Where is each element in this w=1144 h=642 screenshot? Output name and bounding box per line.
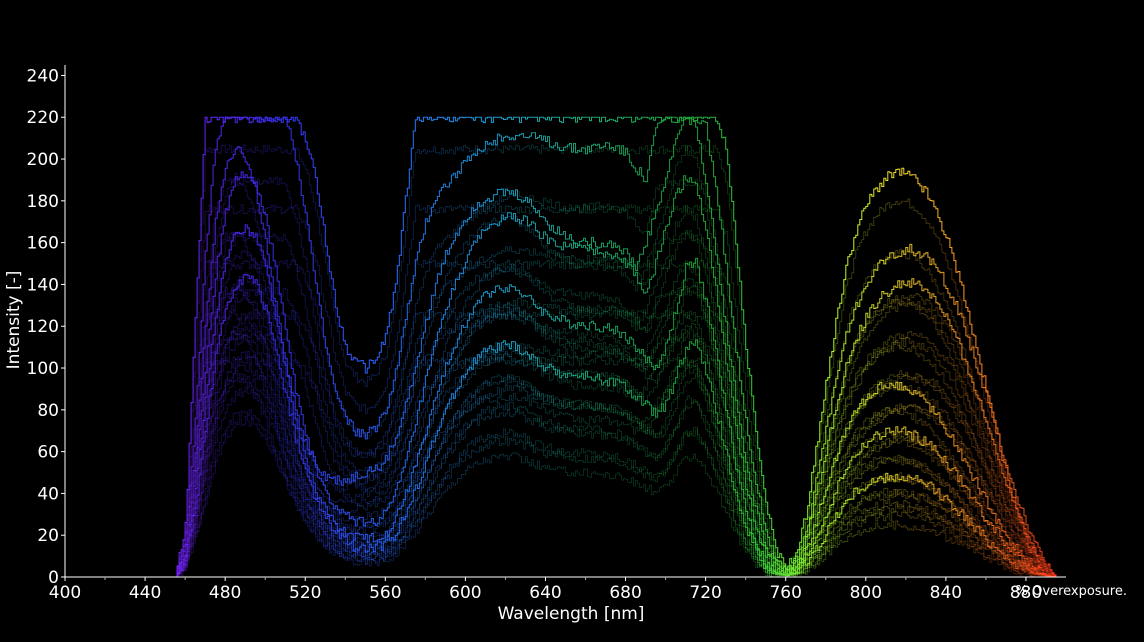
y-tick-label: 220 [27,108,59,128]
spectrum-echo-trace [175,228,1066,578]
y-tick-label: 100 [27,359,59,379]
spectrum-echo-trace [175,355,1066,578]
spectrum-trace-1 [175,116,1066,578]
x-tick-label: 840 [930,583,962,603]
x-tick-label: 400 [49,583,81,603]
spectrum-echo-trace [175,146,1066,578]
x-tick-label: 640 [529,583,561,603]
spectrum-echo-trace [175,176,1066,578]
y-tick-label: 20 [37,526,59,546]
spectrum-echo-trace [175,231,1066,578]
spectrum-trace-3 [175,117,1066,578]
x-tick-label: 560 [369,583,401,603]
y-tick-label: 180 [27,192,59,212]
y-tick-label: 0 [48,568,59,588]
x-tick-label: 760 [769,583,801,603]
spectrum-echo-trace [175,409,1066,578]
x-tick-label: 800 [850,583,882,603]
axes [64,65,1066,578]
spectrum-echo-trace [175,333,1066,578]
y-tick-label: 80 [37,401,59,421]
spectrum-echo-trace [175,296,1066,578]
spectrum-echo-trace [175,204,1066,578]
x-tick-label: 440 [129,583,161,603]
x-tick-label: 480 [209,583,241,603]
y-tick-label: 160 [27,234,59,254]
x-tick-label: 680 [609,583,641,603]
x-tick-label: 720 [689,583,721,603]
y-tick-label: 140 [27,275,59,295]
spectrum-trace-5 [175,224,1066,578]
spectrum-echo-trace [175,387,1066,578]
spectrum-trace-4 [175,171,1066,578]
y-tick-label: 200 [27,150,59,170]
ticks: 400 440 480 520 560 600 640 680 720 760 800 840 880 0… [27,66,1043,603]
y-axis-title: Intensity [-] [4,271,24,370]
spectrum-trace-2 [175,116,1066,578]
spectrum-echo-trace [175,314,1066,578]
series-layer [175,116,1066,578]
spectrum-echo-trace [175,415,1066,578]
spectrum-echo-trace [175,205,1066,578]
y-tick-label: 40 [37,484,59,504]
x-tick-label: 880 [1010,583,1042,603]
spectrum-echo-trace [175,310,1066,578]
y-tick-label: 60 [37,443,59,463]
x-axis-title: Wavelength [nm] [498,604,645,624]
spectrum-echo-trace [175,287,1066,578]
overexposure-note: % Overexposure. [1016,584,1127,599]
x-tick-label: 520 [289,583,321,603]
y-tick-label: 240 [27,66,59,86]
x-tick-label: 600 [449,583,481,603]
spectrum-echo-trace [175,260,1066,578]
spectrum-trace-6 [175,274,1066,578]
y-tick-label: 120 [27,317,59,337]
spectrum-echo-trace [175,333,1066,578]
spectrum-echo-trace [175,351,1066,578]
spectrum-echo-trace [175,316,1066,578]
spectrum-echo-trace [175,250,1066,578]
